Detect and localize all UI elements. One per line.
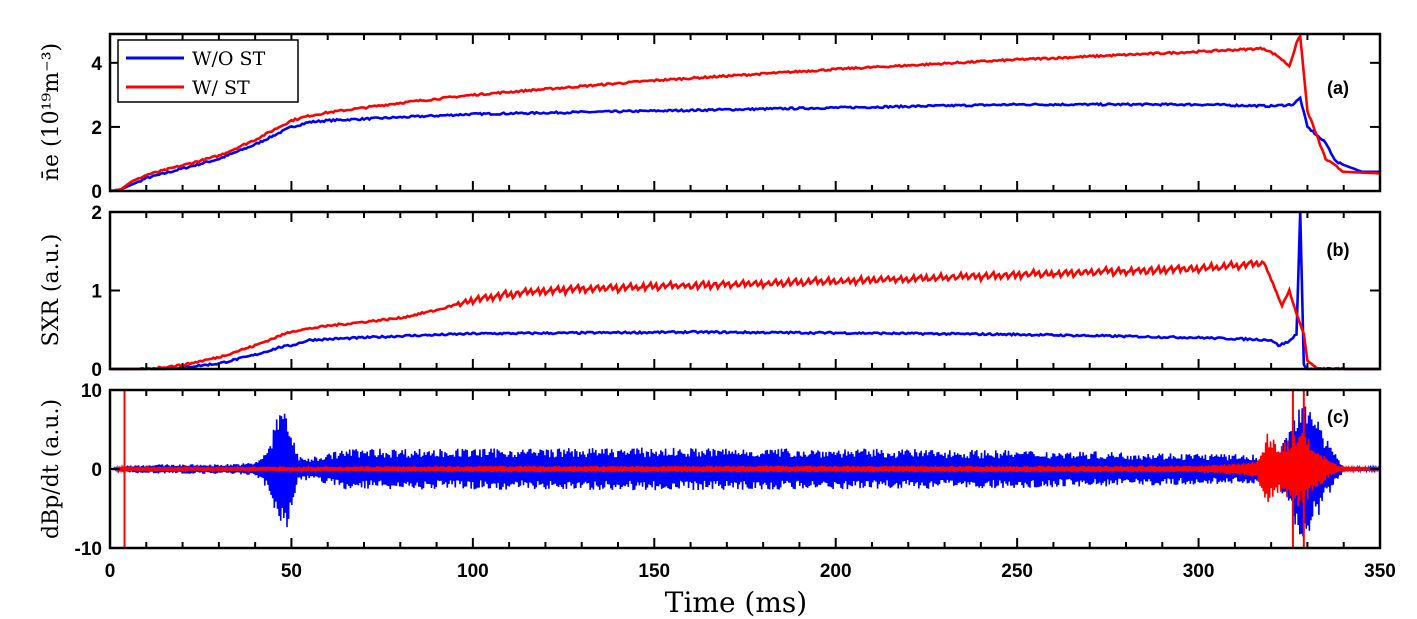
- panel-b-ylabel: SXR (a.u.): [39, 234, 64, 347]
- panel-c-ylabel: dBp/dt (a.u.): [39, 399, 64, 539]
- y-tick-label: -10: [75, 539, 102, 560]
- panel-b-plot-area: [110, 211, 1380, 371]
- x-tick-label: 350: [1364, 561, 1396, 582]
- series-line-w-st: [110, 258, 1380, 371]
- legend-label-wo-st: W/O ST: [192, 48, 266, 70]
- y-tick-label: 2: [91, 203, 102, 224]
- x-tick-label: 150: [638, 561, 670, 582]
- panel-c: -10 0 10 (c) dBp/dt (a.u.): [39, 381, 1382, 560]
- x-tick-label: 250: [1001, 561, 1033, 582]
- series-line-w-st: [109, 32, 1381, 193]
- x-axis-title: Time (ms): [665, 586, 807, 619]
- legend-label-w-st: W/ ST: [192, 77, 250, 99]
- panel-b-ticks: 0 1 2: [91, 203, 1381, 381]
- series-line-wo-st: [110, 211, 1380, 371]
- y-tick-label: 0: [91, 182, 102, 203]
- legend: W/O ST W/ ST: [117, 39, 299, 103]
- panel-c-letter: (c): [1327, 407, 1349, 427]
- panel-a-frame: [108, 32, 1382, 193]
- x-tick-label: 0: [105, 561, 116, 582]
- series-signal-w-st: [109, 432, 1381, 507]
- x-tick-label: 100: [457, 561, 489, 582]
- panel-a-letter: (a): [1327, 78, 1349, 98]
- panel-a-ticks: 0 2 4: [91, 34, 1381, 203]
- panel-b: 0 1 2 (b) SXR (a.u.): [39, 203, 1382, 381]
- y-tick-label: 1: [91, 282, 102, 303]
- x-tick-label: 50: [281, 561, 302, 582]
- x-tick-labels: 0 50 100 150 200 250 300 350: [105, 561, 1396, 582]
- series-line-wo-st: [109, 95, 1380, 193]
- x-tick-label: 200: [820, 561, 852, 582]
- panel-a-ylabel: n̄e (10¹⁹m⁻³): [39, 43, 64, 181]
- y-tick-label: 10: [81, 381, 102, 402]
- panel-a-plot-area: [109, 32, 1381, 193]
- panel-b-letter: (b): [1327, 240, 1350, 260]
- panel-a: 0 2 4 (a) n̄e (10¹⁹m⁻³) W/O ST W/ ST: [39, 32, 1382, 203]
- legend-box: [117, 39, 299, 103]
- panel-b-frame: [108, 210, 1382, 371]
- y-tick-label: 0: [91, 360, 102, 381]
- y-tick-label: 0: [91, 460, 102, 481]
- x-tick-label: 300: [1183, 561, 1215, 582]
- panel-c-plot-area: [109, 390, 1381, 548]
- y-tick-label: 4: [91, 54, 102, 75]
- panel-c-ticks: -10 0 10: [75, 381, 1381, 560]
- y-tick-label: 2: [91, 118, 102, 139]
